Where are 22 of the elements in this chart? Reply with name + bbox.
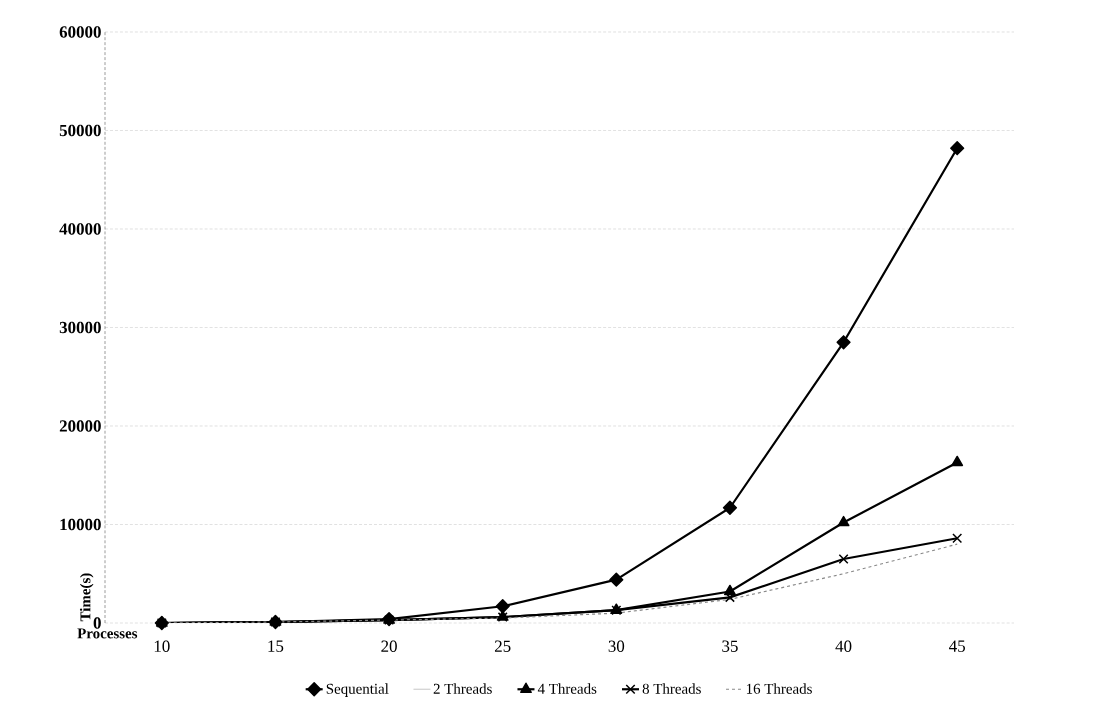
x-tick-label: 40 [835,640,852,652]
legend-label: 8 Threads [642,683,701,694]
legend-label: Sequential [326,683,389,697]
legend-label: 4 Threads [537,683,597,694]
x-tick-label: 20 [381,640,397,652]
x-tick-label: 45 [949,640,966,652]
y-tick-label: 30000 [59,321,101,334]
y-tick-label: 10000 [60,518,101,531]
y-axis-title: Time(s) [79,573,94,622]
y-tick-label: 40000 [59,223,101,235]
y-tick-label: 0 [93,617,101,629]
x-tick-label: 30 [608,640,625,652]
legend-label: 16 Threads [746,683,812,694]
y-tick-label: 20000 [59,420,101,432]
y-tick-label: 60000 [59,26,101,38]
x-tick-label: 15 [268,640,284,652]
y-tick-label: 50000 [59,124,101,137]
x-axis-title: Processes [77,628,138,639]
x-tick-label: 10 [154,640,170,652]
x-tick-label: 35 [722,640,738,652]
x-tick-label: 25 [494,640,511,652]
legend-label: 2 Threads [433,683,492,694]
